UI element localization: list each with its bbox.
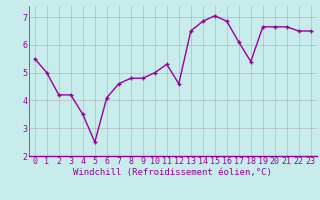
X-axis label: Windchill (Refroidissement éolien,°C): Windchill (Refroidissement éolien,°C) <box>73 168 272 177</box>
